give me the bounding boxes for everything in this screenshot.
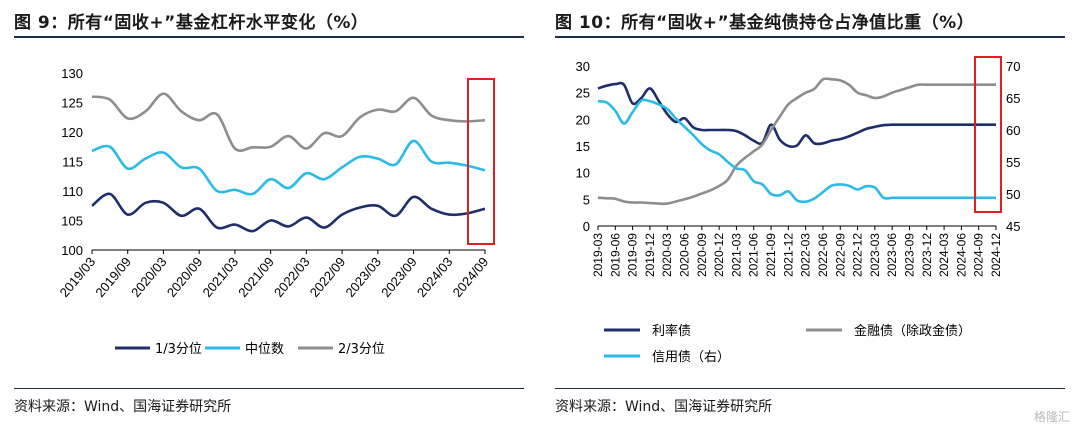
y2-tick-label: 50 xyxy=(1006,187,1020,202)
highlight-box xyxy=(467,78,495,245)
x-tick-label: 2020-09 xyxy=(695,233,709,277)
x-tick-label: 2021-09 xyxy=(764,233,778,277)
series-line-2 xyxy=(597,77,996,206)
figure-9-title: 图 9：所有“固收+”基金杠杆水平变化（%） xyxy=(14,13,369,33)
x-tick-label: 2021-06 xyxy=(747,233,761,277)
figure-9-source: 资料来源：Wind、国海证券研究所 xyxy=(14,399,232,415)
x-tick-label: 2022/03 xyxy=(271,254,313,300)
y2-tick-label: 55 xyxy=(1006,155,1020,170)
bond-holding-chart: 0 5 10 15 20 25 30 45 50 55 60 65 70 2019-03 2019-06 20… xyxy=(576,56,1020,365)
x-tick-label: 2024-12 xyxy=(989,233,1003,277)
y-tick-label: 20 xyxy=(576,112,590,127)
legend-label: 信用债（右） xyxy=(652,350,730,365)
x-tick-label: 2023/09 xyxy=(378,254,420,300)
series-line-2 xyxy=(91,139,486,196)
figure-10-bottom-rule xyxy=(555,388,1065,389)
x-tick-label: 2020-12 xyxy=(712,233,726,277)
y-tick-label: 110 xyxy=(62,184,83,199)
figure-10-top-rule xyxy=(555,36,1065,38)
highlight-box xyxy=(974,56,1002,213)
y-tick-label: 120 xyxy=(61,125,83,140)
x-tick-label: 2021-12 xyxy=(781,233,795,277)
x-tick-label: 2019/09 xyxy=(92,254,134,300)
x-tick-label: 2021/09 xyxy=(235,254,277,300)
legend-label: 金融债（除政金债） xyxy=(854,323,971,339)
x-tick-label: 2019-03 xyxy=(591,233,605,277)
figure-10-title: 图 10：所有“固收+”基金纯债持仓占净值比重（%） xyxy=(555,13,975,33)
x-tick-label: 2023-03 xyxy=(868,233,882,277)
legend-label: 中位数 xyxy=(245,342,284,357)
x-tick-label: 2023-09 xyxy=(902,233,916,277)
y2-tick-label: 65 xyxy=(1006,91,1020,106)
x-tick-label: 2019-09 xyxy=(626,233,640,277)
x-tick-label: 2020-06 xyxy=(678,233,692,277)
x-tick-label: 2022-12 xyxy=(851,233,865,277)
x-tick-label: 2021/03 xyxy=(200,254,242,300)
x-tick-label: 2024-09 xyxy=(972,233,986,277)
x-tick-label: 2023-12 xyxy=(920,233,934,277)
series-line-3 xyxy=(597,98,996,204)
legend-label: 1/3分位 xyxy=(155,342,202,357)
legend-label: 2/3分位 xyxy=(338,342,385,357)
figure-9-top-rule xyxy=(14,36,524,38)
x-tick-label: 2024-03 xyxy=(937,233,951,277)
x-tick-label: 2020/03 xyxy=(128,254,170,300)
y2-tick-label: 70 xyxy=(1006,59,1020,74)
legend-label: 利率债 xyxy=(652,323,691,339)
y-tick-label: 30 xyxy=(576,59,590,74)
watermark: 格隆汇 xyxy=(1033,410,1070,424)
y-tick-label: 115 xyxy=(62,155,83,170)
x-tick-label: 2023/03 xyxy=(342,254,384,300)
x-tick-label: 2024/03 xyxy=(414,254,456,300)
x-tick-label: 2019/03 xyxy=(57,254,99,300)
y-tick-label: 130 xyxy=(61,66,83,81)
y-tick-label: 0 xyxy=(583,219,590,234)
series-line-1 xyxy=(91,192,486,233)
x-tick-label: 2022-03 xyxy=(799,233,813,277)
series-line-1 xyxy=(597,81,996,149)
y2-tick-label: 60 xyxy=(1006,123,1020,138)
y-tick-label: 15 xyxy=(576,139,590,154)
figure-10-source: 资料来源：Wind、国海证券研究所 xyxy=(555,399,773,415)
y-tick-label: 125 xyxy=(61,96,83,111)
figure-9-bottom-rule xyxy=(14,388,524,389)
x-tick-label: 2022-09 xyxy=(833,233,847,277)
y-tick-label: 5 xyxy=(583,192,590,207)
x-tick-label: 2022/09 xyxy=(307,254,349,300)
x-tick-label: 2024/09 xyxy=(450,254,492,300)
x-tick-label: 2023-06 xyxy=(885,233,899,277)
x-tick-label: 2022-06 xyxy=(816,233,830,277)
y2-tick-label: 45 xyxy=(1006,219,1020,234)
x-tick-label: 2020/09 xyxy=(164,254,206,300)
x-tick-label: 2019-12 xyxy=(643,233,657,277)
y-tick-label: 105 xyxy=(61,214,83,229)
x-tick-label: 2021-03 xyxy=(729,233,743,277)
y-tick-label: 100 xyxy=(61,243,83,258)
x-tick-label: 2024-06 xyxy=(954,233,968,277)
y-tick-label: 10 xyxy=(576,166,590,181)
leverage-chart: 1001051101151201251302019/032019/092020/… xyxy=(57,66,495,357)
y-tick-label: 25 xyxy=(576,86,590,101)
series-line-3 xyxy=(91,92,486,152)
x-tick-label: 2019-06 xyxy=(608,233,622,277)
x-tick-label: 2020-03 xyxy=(660,233,674,277)
